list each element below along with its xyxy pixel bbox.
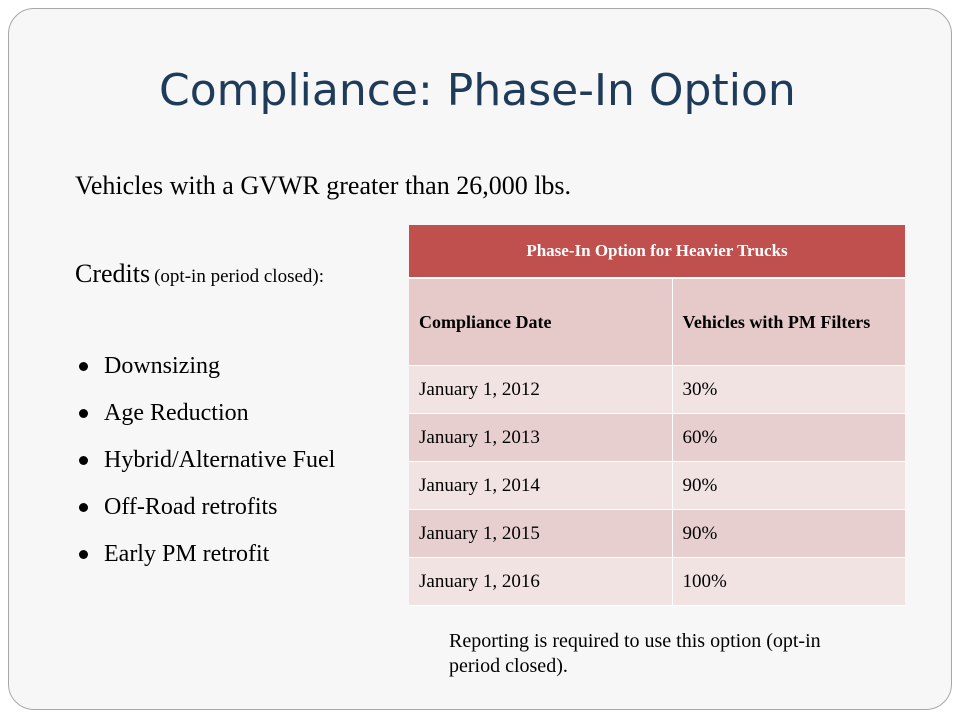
credits-list: Downsizing Age Reduction Hybrid/Alternat… xyxy=(79,343,335,578)
table-cell-date: January 1, 2016 xyxy=(409,557,672,606)
phase-in-table-container: Phase-In Option for Heavier Trucks Compl… xyxy=(409,225,905,606)
list-item: Age Reduction xyxy=(79,390,335,437)
list-item-label: Age Reduction xyxy=(104,400,249,426)
slide: Compliance: Phase-In Option Vehicles wit… xyxy=(8,8,952,710)
table-row: January 1, 2015 90% xyxy=(409,509,905,558)
list-item: Off-Road retrofits xyxy=(79,484,335,531)
list-item-label: Off-Road retrofits xyxy=(104,494,278,520)
column-header-vehicles-pm-filters: Vehicles with PM Filters xyxy=(671,278,905,366)
credits-line: Credits (opt-in period closed): xyxy=(75,259,324,289)
list-item: Early PM retrofit xyxy=(79,531,335,578)
slide-title: Compliance: Phase-In Option xyxy=(159,65,796,116)
table-cell-percent: 60% xyxy=(671,413,905,462)
table-cell-date: January 1, 2013 xyxy=(409,413,672,462)
credits-note: (opt-in period closed): xyxy=(154,266,325,287)
table-cell-date: January 1, 2012 xyxy=(409,365,672,414)
credits-label: Credits xyxy=(75,259,151,288)
list-item-label: Early PM retrofit xyxy=(104,541,270,567)
subtitle: Vehicles with a GVWR greater than 26,000… xyxy=(75,171,572,200)
column-header-row: Compliance Date Vehicles with PM Filters xyxy=(409,278,905,366)
bullet-icon xyxy=(79,409,88,418)
list-item: Hybrid/Alternative Fuel xyxy=(79,437,335,484)
table-title: Phase-In Option for Heavier Trucks xyxy=(409,225,905,279)
table-row: January 1, 2012 30% xyxy=(409,365,905,414)
column-header-compliance-date: Compliance Date xyxy=(409,278,672,366)
table-cell-percent: 100% xyxy=(671,557,905,606)
table-row: January 1, 2013 60% xyxy=(409,413,905,462)
bullet-icon xyxy=(79,456,88,465)
table-row: January 1, 2016 100% xyxy=(409,557,905,606)
bullet-icon xyxy=(79,362,88,371)
table-cell-percent: 90% xyxy=(671,509,905,558)
table-cell-date: January 1, 2014 xyxy=(409,461,672,510)
list-item: Downsizing xyxy=(79,343,335,390)
table-cell-date: January 1, 2015 xyxy=(409,509,672,558)
table-cell-percent: 30% xyxy=(671,365,905,414)
list-item-label: Downsizing xyxy=(104,353,220,379)
phase-in-table: Phase-In Option for Heavier Trucks Compl… xyxy=(409,225,905,606)
table-cell-percent: 90% xyxy=(671,461,905,510)
bullet-icon xyxy=(79,550,88,559)
table-row: January 1, 2014 90% xyxy=(409,461,905,510)
reporting-note: Reporting is required to use this option… xyxy=(449,630,821,677)
bullet-icon xyxy=(79,503,88,512)
list-item-label: Hybrid/Alternative Fuel xyxy=(104,447,336,473)
